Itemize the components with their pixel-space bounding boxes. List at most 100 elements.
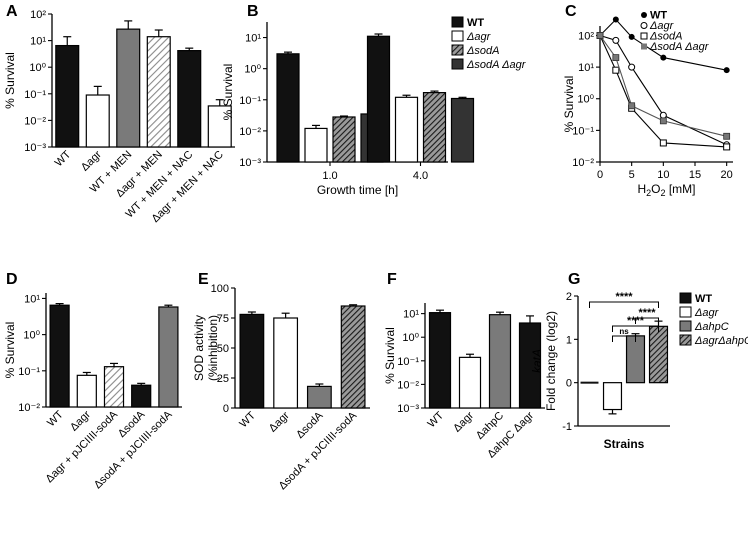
panel-b-y-tick-label: 10⁰	[244, 64, 261, 76]
panel-e-y-tick-label: 100	[211, 283, 229, 295]
panel-g-y-label-line2: Fold change (log2)	[544, 311, 558, 411]
panel-d-bar	[131, 384, 152, 408]
panel-c-point	[659, 117, 667, 125]
panel-c-point	[628, 63, 636, 71]
panel-label-b: B	[247, 3, 259, 20]
panel-label-c: C	[565, 3, 577, 20]
panel-a-y-tick-label: 10²	[30, 9, 46, 21]
panel-e-bar	[273, 317, 299, 409]
panel-f-category-label: Δagr	[451, 409, 476, 434]
panel-e-category-label: WT	[237, 409, 258, 430]
panel-c-legend-marker	[641, 43, 647, 50]
panel-d-bar	[158, 306, 179, 408]
panel-g-bar	[580, 381, 599, 384]
panel-d-y-tick-label: 10⁰	[23, 330, 40, 342]
panel-g-legend-label: ΔahpC	[694, 321, 729, 333]
panel-c-point	[612, 54, 620, 61]
panel-c-y-tick-label: 10²	[578, 30, 594, 42]
panel-e-category-label: Δagr	[267, 409, 292, 434]
panel-d-bar	[76, 374, 97, 408]
panel-b-y-tick-label: 10⁻²	[239, 126, 261, 138]
panel-c-legend-label: ΔsodA	[649, 31, 682, 43]
panel-f-y-tick-label: 10⁰	[402, 332, 419, 344]
panel-b-bar	[276, 53, 300, 163]
panel-a-y-tick-label: 10⁰	[29, 62, 46, 74]
panel-g-legend-label: WT	[695, 293, 712, 305]
panel-a-y-tick-label: 10⁻²	[24, 115, 46, 127]
panel-a-y-label: % Survival	[3, 52, 17, 109]
panel-c-y-label: % Survival	[562, 76, 576, 133]
panel-c-point	[723, 143, 731, 151]
panel-label-d: D	[6, 271, 18, 288]
panel-g-significance-label: ns	[619, 327, 629, 336]
panel-label-f: F	[387, 271, 397, 288]
panel-label-e: E	[198, 271, 209, 288]
panel-g-legend-label: Δagr	[694, 307, 720, 319]
panel-g-y-tick-label: -1	[562, 421, 572, 433]
panel-a-y-tick-label: 10⁻³	[24, 142, 46, 154]
panel-c-legend-marker	[640, 32, 648, 40]
panel-f-y-tick-label: 10⁻³	[397, 403, 419, 415]
panel-g-legend-swatch	[679, 306, 692, 318]
panel-e-bar	[340, 305, 366, 409]
panel-b-y-tick-label: 10⁻¹	[239, 95, 261, 107]
panel-g-legend-label: ΔagrΔahpC	[694, 335, 748, 347]
panel-g-bar	[625, 335, 646, 384]
panel-f-bar	[458, 356, 482, 409]
panel-b-bar	[394, 96, 419, 163]
panel-b-legend-swatch	[451, 16, 464, 28]
panel-c-point	[660, 54, 667, 61]
panel-c-x-tick-label: 10	[657, 169, 669, 181]
panel-c-point	[723, 67, 730, 74]
panel-a-category-label: WT	[53, 148, 74, 169]
panel-g-significance-bracket	[612, 335, 636, 342]
panel-c-x-label: H2O2 [mM]	[637, 182, 695, 198]
panel-b: 10⁻³ 10⁻² 10⁻¹ 10⁰ 10¹ 1.0 4.0 Growth time [h]%…	[221, 16, 527, 197]
panel-c-legend-marker	[641, 12, 647, 18]
panel-b-y-label: % Survival	[221, 64, 235, 121]
panel-b-legend-swatch	[451, 58, 464, 70]
panel-c: 10⁻² 10⁻¹ 10⁰ 10¹ 10² 0 5 10 15 20 H2O2 [mM] % Surv…	[562, 10, 733, 198]
panel-b-x-label: Growth time [h]	[317, 183, 398, 197]
panel-b-category-label: 4.0	[413, 170, 428, 182]
panel-g-legend-swatch	[679, 334, 692, 346]
panel-d-bar	[49, 304, 70, 408]
panel-d-y-label: % Survival	[3, 322, 17, 379]
panel-g-y-tick-label: 0	[566, 378, 572, 390]
panel-e-y-tick-label: 75	[217, 313, 229, 325]
panel-c-point	[723, 132, 731, 140]
panel-d-y-tick-label: 10⁻²	[18, 402, 40, 414]
panel-c-x-tick-label: 20	[721, 169, 733, 181]
panel-b-category-label: 1.0	[322, 170, 337, 182]
panel-c-point	[612, 66, 620, 74]
panel-g: -1 0 1 2 Strains katA Fold change (log2) ns ****…	[530, 291, 748, 451]
panel-e-y-tick-label: 25	[217, 373, 229, 385]
panel-a-bar	[85, 94, 110, 148]
panel-g-significance-label: ****	[615, 291, 633, 303]
panel-f-bar	[488, 314, 512, 409]
panel-c-point	[659, 139, 667, 147]
panel-c-point	[612, 36, 620, 44]
panel-e-y-label-line1: SOD activity	[192, 315, 206, 381]
panel-g-y-tick-label: 2	[566, 291, 572, 303]
panel-label-a: A	[6, 3, 18, 20]
panel-d-bar	[103, 366, 125, 408]
panel-b-bar	[304, 127, 328, 163]
panel-label-g: G	[568, 271, 580, 288]
panel-c-point	[628, 33, 635, 40]
panel-g-bar	[602, 382, 623, 411]
panel-e-category-label: ΔsodA	[294, 409, 326, 441]
panel-f-y-label: % Survival	[383, 327, 397, 384]
panel-c-legend-label: ΔsodA Δagr	[649, 41, 710, 53]
panel-a-bar	[55, 44, 80, 148]
panel-a-y-tick-label: 10⁻¹	[24, 89, 46, 101]
panel-g-bar	[648, 325, 669, 384]
panel-c-x-tick-label: 15	[689, 169, 701, 181]
panel-g-x-label: Strains	[604, 437, 645, 451]
panel-c-y-tick-label: 10⁻²	[572, 157, 594, 169]
panel-c-x-tick-label: 0	[597, 169, 603, 181]
panel-c-point	[659, 111, 667, 119]
panel-b-y-tick-label: 10⁻³	[239, 157, 261, 169]
panel-f-bar	[428, 312, 452, 409]
